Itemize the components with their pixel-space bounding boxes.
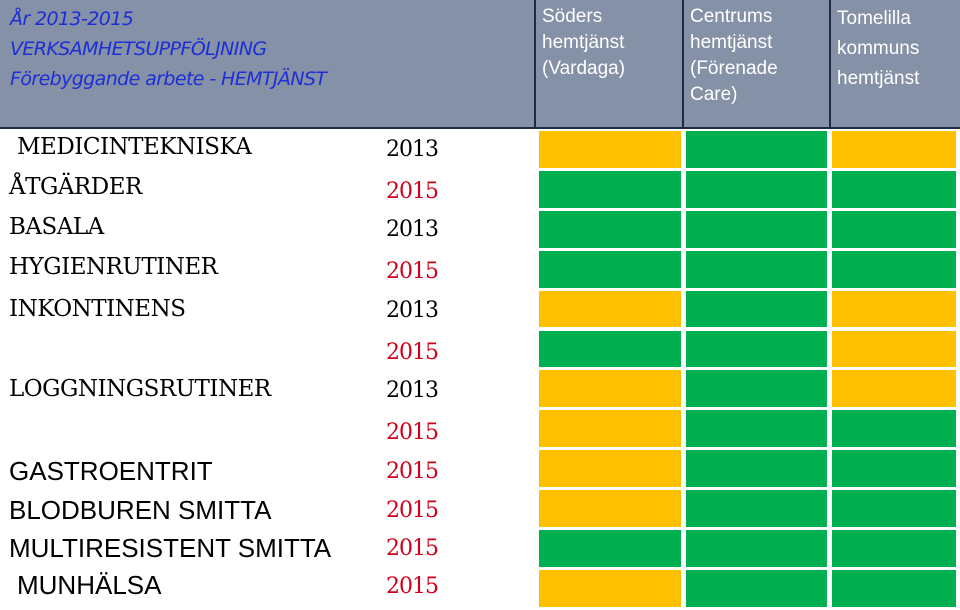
status-cell-green	[832, 569, 956, 607]
status-cell-green	[686, 290, 827, 328]
year-label: 2013	[386, 378, 439, 403]
column-header-line: Tomelilla	[837, 8, 911, 29]
header-divider	[829, 0, 831, 128]
header-divider	[534, 0, 536, 128]
year-label: 2013	[386, 137, 439, 162]
status-cell-green	[832, 210, 956, 248]
column-header-line: Söders	[542, 6, 603, 27]
category-label: LOGGNINGSRUTINER	[9, 376, 271, 402]
status-cell-yellow	[832, 370, 956, 408]
status-cell-yellow	[832, 290, 956, 328]
status-cell-green	[539, 210, 681, 248]
status-cell-green	[832, 410, 956, 448]
status-cell-green	[686, 410, 827, 448]
year-label: 2013	[386, 217, 439, 242]
status-cell-yellow	[832, 330, 956, 368]
status-cell-yellow	[539, 569, 681, 607]
column-header-line: hemtjänst	[542, 32, 625, 53]
status-cell-yellow	[832, 131, 956, 168]
column-header-soders: Söders hemtjänst (Vardaga)	[536, 0, 682, 128]
category-label: HYGIENRUTINER	[9, 254, 218, 280]
year-label: 2015	[386, 179, 439, 204]
year-label: 2013	[386, 298, 439, 323]
column-header-tomelilla: Tomelilla kommuns hemtjänst	[831, 0, 960, 128]
header-divider	[682, 0, 684, 128]
status-cell-green	[539, 250, 681, 288]
status-cell-yellow	[539, 131, 681, 168]
year-label: 2015	[386, 459, 439, 484]
column-header-centrums: Centrums hemtjänst (Förenade Care)	[684, 0, 829, 128]
status-cell-green	[686, 131, 827, 168]
status-cell-green	[539, 530, 681, 567]
status-cell-green	[686, 170, 827, 208]
header-title-block: År 2013-2015 VERKSAMHETSUPPFÖLJNING Före…	[0, 0, 534, 128]
status-cell-green	[686, 530, 827, 567]
status-cell-green	[539, 330, 681, 368]
year-label: 2015	[386, 340, 439, 365]
status-cell-green	[832, 530, 956, 567]
status-cell-yellow	[539, 410, 681, 448]
column-header-line: Care)	[690, 84, 738, 105]
category-label: INKONTINENS	[9, 296, 186, 322]
year-label: 2015	[386, 574, 439, 599]
status-cell-green	[832, 490, 956, 527]
category-label: MULTIRESISTENT SMITTA	[9, 533, 332, 563]
year-label: 2015	[386, 498, 439, 523]
status-cell-green	[686, 450, 827, 488]
year-label: 2015	[386, 259, 439, 284]
header-title-line-1: År 2013-2015	[10, 8, 134, 30]
header-title-line-3: Förebyggande arbete - HEMTJÄNST	[10, 68, 327, 90]
status-cell-green	[686, 250, 827, 288]
status-cell-green	[686, 210, 827, 248]
column-header-line: hemtjänst	[837, 68, 920, 89]
year-label: 2015	[386, 536, 439, 561]
status-cell-green	[686, 490, 827, 527]
column-header-line: (Förenade	[690, 58, 778, 79]
column-header-line: (Vardaga)	[542, 58, 626, 79]
status-cell-green	[832, 170, 956, 208]
status-cell-green	[539, 170, 681, 208]
status-cell-yellow	[539, 290, 681, 328]
category-label: MUNHÄLSA	[17, 570, 162, 600]
year-label: 2015	[386, 420, 439, 445]
category-label: MEDICINTEKNISKA	[17, 134, 252, 160]
status-cell-yellow	[539, 490, 681, 527]
status-cell-green	[686, 330, 827, 368]
status-cell-yellow	[539, 370, 681, 408]
column-header-line: kommuns	[837, 38, 920, 59]
status-cell-green	[832, 250, 956, 288]
status-cell-yellow	[539, 450, 681, 488]
category-label: GASTROENTRIT	[9, 456, 213, 486]
status-cell-green	[686, 370, 827, 408]
status-cell-green	[686, 569, 827, 607]
column-header-line: Centrums	[690, 6, 773, 27]
category-label: ÅTGÄRDER	[9, 174, 142, 200]
column-header-line: hemtjänst	[690, 32, 773, 53]
status-cell-green	[832, 450, 956, 488]
category-label: BASALA	[9, 214, 104, 240]
category-label: BLODBUREN SMITTA	[9, 495, 272, 525]
header-title-line-2: VERKSAMHETSUPPFÖLJNING	[10, 38, 267, 60]
header-bottom-rule	[0, 127, 960, 129]
